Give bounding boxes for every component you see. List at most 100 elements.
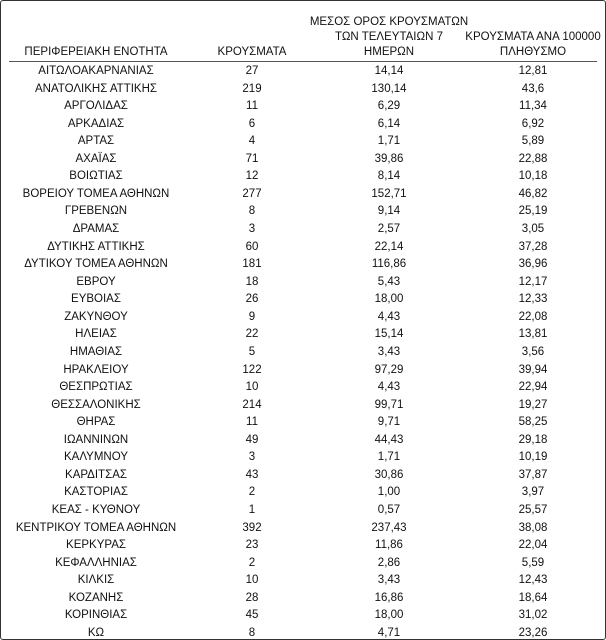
- region-cell: ΚΟΡΙΝΘΙΑΣ: [64, 609, 128, 622]
- value-cell: 5,89: [521, 135, 545, 148]
- value-cell: 4,43: [377, 381, 401, 394]
- value-cell: 60: [245, 240, 259, 253]
- value-cell: 1: [248, 504, 256, 516]
- region-cell: ΚΕΝΤΡΙΚΟΥ ΤΟΜΕΑ ΑΘΗΝΩΝ: [15, 521, 177, 534]
- value-cell: 43,6: [521, 82, 545, 95]
- value-cell: 37,28: [518, 240, 548, 253]
- region-cell: ΑΡΚΑΔΙΑΣ: [67, 117, 125, 130]
- value-cell: 2: [248, 556, 256, 569]
- value-cell: 1,00: [377, 486, 401, 499]
- value-cell: 18,64: [518, 591, 548, 604]
- value-cell: 39,94: [518, 363, 548, 376]
- region-cell: ΚΑΛΥΜΝΟΥ: [64, 451, 128, 464]
- value-cell: 9,71: [377, 416, 401, 429]
- value-cell: 97,29: [374, 363, 404, 376]
- region-cell: ΓΡΕΒΕΝΩΝ: [64, 205, 128, 218]
- value-cell: 23: [245, 539, 259, 552]
- region-cell: ΔΡΑΜΑΣ: [72, 223, 120, 236]
- value-cell: 4,71: [377, 626, 401, 639]
- region-cell: ΔΥΤΙΚΗΣ ΑΤΤΙΚΗΣ: [47, 240, 145, 253]
- value-cell: 18,00: [374, 609, 404, 622]
- region-cell: ΚΩ: [87, 626, 105, 639]
- region-cell: ΗΜΑΘΙΑΣ: [69, 345, 123, 358]
- region-cell: ΖΑΚΥΝΘΟΥ: [64, 310, 128, 323]
- value-cell: 39,86: [374, 152, 404, 165]
- region-cell: ΒΟΙΩΤΙΑΣ: [69, 170, 123, 183]
- value-cell: 214: [242, 398, 262, 411]
- region-cell: ΒΟΡΕΙΟΥ ΤΟΜΕΑ ΑΘΗΝΩΝ: [22, 187, 170, 200]
- value-cell: 49: [245, 433, 259, 446]
- value-cell: 10: [245, 574, 259, 587]
- value-cell: 9,14: [377, 205, 401, 218]
- value-cell: 3,56: [521, 345, 545, 358]
- value-cell: 25,57: [518, 504, 548, 516]
- value-cell: 1,71: [377, 451, 401, 464]
- value-cell: 392: [242, 521, 262, 534]
- value-cell: 22,08: [518, 310, 548, 323]
- value-cell: 6,29: [377, 100, 401, 113]
- region-cell: ΑΙΤΩΛΟΑΚΑΡΝΑΝΙΑΣ: [38, 65, 154, 77]
- value-cell: 8,14: [377, 170, 401, 183]
- region-cell: ΚΕΑΣ - ΚΥΘΝΟΥ: [51, 504, 141, 516]
- value-cell: 46,82: [518, 187, 548, 200]
- value-cell: 12,81: [518, 65, 548, 77]
- header-cell: ΠΛΗΘΥΣΜΟ: [499, 46, 567, 58]
- value-cell: 58,25: [518, 416, 548, 429]
- region-cell: ΚΑΣΤΟΡΙΑΣ: [64, 486, 128, 499]
- value-cell: 19,27: [518, 398, 548, 411]
- region-cell: ΘΕΣΣΑΛΟΝΙΚΗΣ: [51, 398, 141, 411]
- region-cell: ΚΕΡΚΥΡΑΣ: [66, 539, 126, 552]
- value-cell: 44,43: [374, 433, 404, 446]
- value-cell: 22,14: [374, 240, 404, 253]
- value-cell: 11: [246, 100, 258, 113]
- region-cell: ΕΒΡΟΥ: [76, 275, 116, 288]
- region-cell: ΚΟΖΑΝΗΣ: [68, 591, 124, 604]
- value-cell: 29,18: [518, 433, 548, 446]
- value-cell: 116,86: [371, 258, 407, 271]
- value-cell: 11: [246, 416, 258, 429]
- value-cell: 237,43: [371, 521, 407, 534]
- value-cell: 6,92: [521, 117, 545, 130]
- value-cell: 219: [242, 82, 262, 95]
- region-cell: ΘΕΣΠΡΩΤΙΑΣ: [59, 381, 133, 394]
- value-cell: 45: [245, 609, 259, 622]
- region-cell: ΘΗΡΑΣ: [76, 416, 116, 429]
- value-cell: 18,00: [374, 293, 404, 306]
- value-cell: 37,87: [518, 468, 548, 481]
- value-cell: 22,88: [518, 152, 548, 165]
- region-cell: ΗΛΕΙΑΣ: [75, 328, 117, 341]
- value-cell: 1,71: [377, 135, 401, 148]
- value-cell: 6,14: [377, 117, 401, 130]
- value-cell: 5,59: [521, 556, 545, 569]
- region-cell: ΔΥΤΙΚΟΥ ΤΟΜΕΑ ΑΘΗΝΩΝ: [24, 258, 168, 271]
- value-cell: 28: [245, 591, 259, 604]
- value-cell: 14,14: [374, 65, 404, 77]
- header-cell: ΚΡΟΥΣΜΑΤΑ: [217, 46, 287, 58]
- region-cell: ΙΩΑΝΝΙΝΩΝ: [63, 433, 129, 446]
- region-cell: ΚΑΡΔΙΤΣΑΣ: [65, 468, 127, 481]
- value-cell: 3,43: [377, 345, 401, 358]
- value-cell: 22,04: [518, 539, 548, 552]
- value-cell: 4: [248, 135, 256, 148]
- value-cell: 12,43: [518, 574, 548, 587]
- value-cell: 12,33: [518, 293, 548, 306]
- value-cell: 11,86: [375, 539, 403, 552]
- value-cell: 3,97: [521, 486, 545, 499]
- value-cell: 122: [242, 363, 262, 376]
- value-cell: 30,86: [374, 468, 404, 481]
- value-cell: 99,71: [374, 398, 404, 411]
- value-cell: 22,94: [518, 381, 548, 394]
- value-cell: 10,19: [518, 451, 548, 464]
- value-cell: 6: [248, 117, 256, 130]
- value-cell: 25,19: [518, 205, 548, 218]
- value-cell: 12,17: [518, 275, 548, 288]
- value-cell: 15,14: [374, 328, 404, 341]
- value-cell: 16,86: [374, 591, 404, 604]
- region-cell: ΗΡΑΚΛΕΙΟΥ: [63, 363, 129, 376]
- region-cell: ΑΧΑΪΑΣ: [75, 152, 117, 165]
- region-cell: ΑΡΤΑΣ: [77, 135, 115, 148]
- header-rule: [9, 61, 597, 62]
- value-cell: 71: [245, 152, 259, 165]
- value-cell: 130,14: [371, 82, 407, 95]
